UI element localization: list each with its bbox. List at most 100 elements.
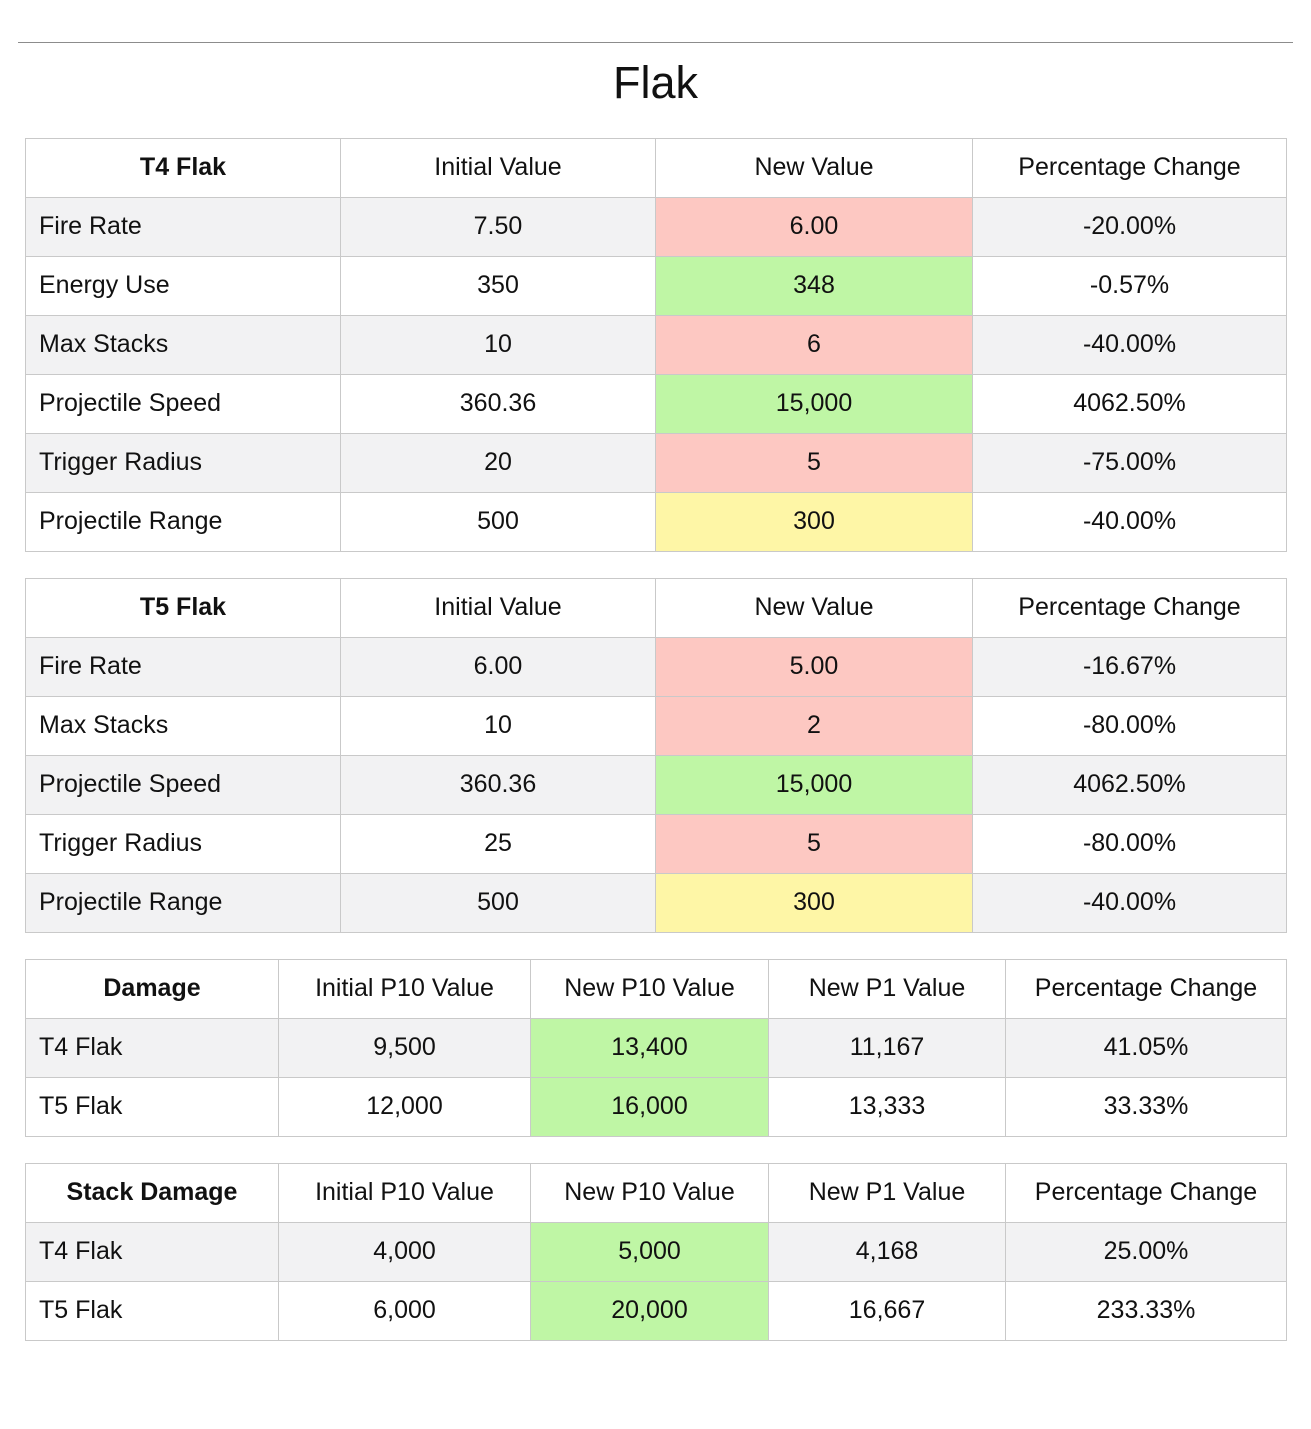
header-row: Damage Initial P10 Value New P10 Value N…	[25, 958, 1287, 1019]
row-label: Max Stacks	[25, 695, 341, 756]
table-row: Fire Rate 7.50 6.00 -20.00%	[25, 196, 1287, 257]
new-value-cell: 348	[655, 255, 973, 316]
percentage-change-cell: 25.00%	[1005, 1221, 1287, 1282]
initial-value-cell: 10	[340, 695, 656, 756]
row-label: Energy Use	[25, 255, 341, 316]
new-value-cell: 15,000	[655, 754, 973, 815]
header-row: T5 Flak Initial Value New Value Percenta…	[25, 577, 1287, 638]
initial-p10-value-cell: 4,000	[278, 1221, 531, 1282]
initial-value-cell: 20	[340, 432, 656, 493]
new-value-cell: 5	[655, 813, 973, 874]
percentage-change-cell: -0.57%	[972, 255, 1287, 316]
row-label: Trigger Radius	[25, 813, 341, 874]
tables-container: T4 Flak Initial Value New Value Percenta…	[25, 137, 1287, 1341]
damage-table: Damage Initial P10 Value New P10 Value N…	[25, 958, 1287, 1137]
percentage-change-cell: 33.33%	[1005, 1076, 1287, 1137]
new-value-cell: 15,000	[655, 373, 973, 434]
percentage-change-cell: 233.33%	[1005, 1280, 1287, 1341]
header-percentage-change: Percentage Change	[1005, 1162, 1287, 1223]
table-row: Projectile Speed 360.36 15,000 4062.50%	[25, 754, 1287, 815]
new-value-cell: 300	[655, 491, 973, 552]
new-value-cell: 5.00	[655, 636, 973, 697]
percentage-change-cell: 4062.50%	[972, 754, 1287, 815]
row-label: Max Stacks	[25, 314, 341, 375]
table-row: T4 Flak 9,500 13,400 11,167 41.05%	[25, 1017, 1287, 1078]
percentage-change-cell: -80.00%	[972, 695, 1287, 756]
initial-value-cell: 350	[340, 255, 656, 316]
header-row: Stack Damage Initial P10 Value New P10 V…	[25, 1162, 1287, 1223]
header-initial-value: Initial Value	[340, 137, 656, 198]
percentage-change-cell: -16.67%	[972, 636, 1287, 697]
header-initial-p10-value: Initial P10 Value	[278, 958, 531, 1019]
new-p10-value-cell: 5,000	[530, 1221, 769, 1282]
percentage-change-cell: -75.00%	[972, 432, 1287, 493]
header-initial-value: Initial Value	[340, 577, 656, 638]
row-label: Fire Rate	[25, 636, 341, 697]
initial-value-cell: 25	[340, 813, 656, 874]
header-new-value: New Value	[655, 577, 973, 638]
table-row: T4 Flak 4,000 5,000 4,168 25.00%	[25, 1221, 1287, 1282]
table-row: Trigger Radius 25 5 -80.00%	[25, 813, 1287, 874]
top-divider	[18, 42, 1293, 43]
row-label: T5 Flak	[25, 1280, 279, 1341]
t4-flak-table: T4 Flak Initial Value New Value Percenta…	[25, 137, 1287, 552]
header-percentage-change: Percentage Change	[1005, 958, 1287, 1019]
new-p1-value-cell: 16,667	[768, 1280, 1006, 1341]
header-percentage-change: Percentage Change	[972, 577, 1287, 638]
t5-flak-table: T5 Flak Initial Value New Value Percenta…	[25, 577, 1287, 933]
row-label: Projectile Range	[25, 872, 341, 933]
table-title-cell: T4 Flak	[25, 137, 341, 198]
percentage-change-cell: -40.00%	[972, 872, 1287, 933]
new-value-cell: 5	[655, 432, 973, 493]
initial-value-cell: 10	[340, 314, 656, 375]
row-label: T4 Flak	[25, 1221, 279, 1282]
percentage-change-cell: 4062.50%	[972, 373, 1287, 434]
table-title-cell: T5 Flak	[25, 577, 341, 638]
row-label: Projectile Speed	[25, 373, 341, 434]
percentage-change-cell: -20.00%	[972, 196, 1287, 257]
table-row: Projectile Range 500 300 -40.00%	[25, 872, 1287, 933]
row-label: T4 Flak	[25, 1017, 279, 1078]
initial-value-cell: 6.00	[340, 636, 656, 697]
header-new-p10-value: New P10 Value	[530, 958, 769, 1019]
initial-p10-value-cell: 6,000	[278, 1280, 531, 1341]
header-percentage-change: Percentage Change	[972, 137, 1287, 198]
new-p10-value-cell: 13,400	[530, 1017, 769, 1078]
table-title-cell: Damage	[25, 958, 279, 1019]
initial-value-cell: 500	[340, 872, 656, 933]
new-p1-value-cell: 4,168	[768, 1221, 1006, 1282]
table-row: Max Stacks 10 6 -40.00%	[25, 314, 1287, 375]
new-p1-value-cell: 11,167	[768, 1017, 1006, 1078]
header-initial-p10-value: Initial P10 Value	[278, 1162, 531, 1223]
header-new-p10-value: New P10 Value	[530, 1162, 769, 1223]
row-label: Projectile Range	[25, 491, 341, 552]
page-title: Flak	[612, 57, 698, 108]
table-row: T5 Flak 12,000 16,000 13,333 33.33%	[25, 1076, 1287, 1137]
row-label: Trigger Radius	[25, 432, 341, 493]
header-row: T4 Flak Initial Value New Value Percenta…	[25, 137, 1287, 198]
new-value-cell: 6	[655, 314, 973, 375]
percentage-change-cell: -40.00%	[972, 314, 1287, 375]
initial-value-cell: 7.50	[340, 196, 656, 257]
header-new-p1-value: New P1 Value	[768, 1162, 1006, 1223]
new-value-cell: 6.00	[655, 196, 973, 257]
initial-value-cell: 360.36	[340, 754, 656, 815]
table-row: Trigger Radius 20 5 -75.00%	[25, 432, 1287, 493]
header-new-value: New Value	[655, 137, 973, 198]
table-row: Projectile Range 500 300 -40.00%	[25, 491, 1287, 552]
new-value-cell: 300	[655, 872, 973, 933]
row-label: T5 Flak	[25, 1076, 279, 1137]
table-row: Max Stacks 10 2 -80.00%	[25, 695, 1287, 756]
percentage-change-cell: 41.05%	[1005, 1017, 1287, 1078]
new-p10-value-cell: 20,000	[530, 1280, 769, 1341]
row-label: Projectile Speed	[25, 754, 341, 815]
new-value-cell: 2	[655, 695, 973, 756]
initial-p10-value-cell: 9,500	[278, 1017, 531, 1078]
new-p1-value-cell: 13,333	[768, 1076, 1006, 1137]
initial-value-cell: 500	[340, 491, 656, 552]
header-new-p1-value: New P1 Value	[768, 958, 1006, 1019]
initial-p10-value-cell: 12,000	[278, 1076, 531, 1137]
table-row: Projectile Speed 360.36 15,000 4062.50%	[25, 373, 1287, 434]
table-row: Fire Rate 6.00 5.00 -16.67%	[25, 636, 1287, 697]
percentage-change-cell: -40.00%	[972, 491, 1287, 552]
